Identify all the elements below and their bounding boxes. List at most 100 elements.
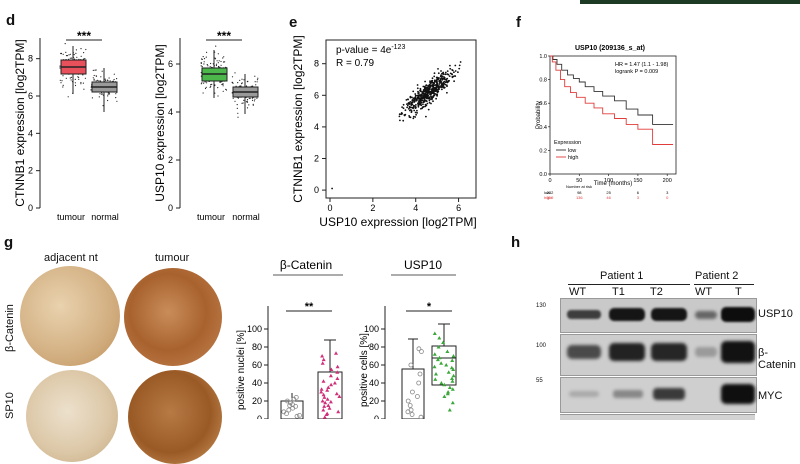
data-point xyxy=(415,106,417,109)
data-point xyxy=(92,77,94,79)
data-point xyxy=(398,113,401,116)
data-point xyxy=(444,83,447,86)
data-point xyxy=(251,99,254,101)
data-point xyxy=(405,398,411,404)
panel-letter-e: e xyxy=(289,14,298,31)
panel-letter-g: g xyxy=(4,234,14,251)
data-point xyxy=(410,106,412,109)
data-point xyxy=(243,99,245,101)
data-point xyxy=(416,84,419,86)
data-point xyxy=(404,113,407,116)
data-point xyxy=(321,408,326,412)
km-ylabel: Probability xyxy=(536,101,542,129)
data-point xyxy=(428,101,431,104)
data-point xyxy=(454,70,457,72)
data-point xyxy=(425,90,427,93)
data-point xyxy=(416,112,418,114)
data-point xyxy=(431,90,433,93)
km-risk-low-label: low xyxy=(544,190,550,195)
data-point xyxy=(321,357,326,362)
data-point xyxy=(428,85,430,88)
data-point xyxy=(457,71,459,74)
blot-catenin xyxy=(560,334,757,376)
data-point xyxy=(93,78,95,80)
data-point xyxy=(428,87,431,89)
data-point xyxy=(104,78,106,80)
tick-label: 4 xyxy=(168,107,173,117)
data-point xyxy=(414,111,417,114)
data-point xyxy=(108,93,110,95)
data-point xyxy=(222,83,224,85)
tick-label: 2 xyxy=(28,166,33,176)
data-point xyxy=(432,352,437,356)
data-point xyxy=(334,391,339,396)
km-curve-high xyxy=(550,55,674,145)
data-point xyxy=(252,85,254,87)
data-point xyxy=(433,94,436,97)
scatter-points xyxy=(331,61,462,190)
panel-d: d 0 2 4 6 8 CTNNB1 expression [log2TPM] *** … xyxy=(0,0,260,230)
data-point xyxy=(80,55,82,57)
data-point xyxy=(417,103,420,105)
data-point xyxy=(321,392,326,397)
data-point xyxy=(432,92,434,94)
usp10-significance: *** xyxy=(217,29,231,43)
blot-bottom-edge xyxy=(560,414,755,420)
km-legend-high: high xyxy=(568,155,578,161)
tick-label: 1.0 xyxy=(539,54,547,60)
data-point xyxy=(437,88,440,91)
data-point xyxy=(447,79,450,82)
ctnnb1-cat-normal: normal xyxy=(91,212,119,222)
data-point xyxy=(98,80,100,82)
data-point xyxy=(284,411,289,417)
data-point xyxy=(431,79,434,82)
bc-significance: ** xyxy=(305,301,314,313)
data-point xyxy=(254,75,256,77)
data-point xyxy=(421,101,423,104)
data-point xyxy=(422,103,424,106)
data-point xyxy=(436,83,438,86)
risk-low-count: 98 xyxy=(577,190,582,195)
data-point xyxy=(70,79,72,81)
data-point xyxy=(334,351,338,355)
data-point xyxy=(216,60,218,62)
data-point xyxy=(442,382,447,387)
data-point xyxy=(320,399,325,403)
data-point xyxy=(433,79,436,82)
data-point xyxy=(441,340,446,344)
scatter-xlabel: USP10 expression [log2TPM] xyxy=(319,215,476,229)
tick-label: 100 xyxy=(247,324,262,334)
lane-wt2: WT xyxy=(695,286,713,298)
tick-label: 0.2 xyxy=(539,148,547,154)
data-point xyxy=(430,81,433,83)
usp10-boxplot: 0 2 4 6 USP10 expression [log2TPM] *** tumo… xyxy=(153,29,260,222)
data-point xyxy=(322,415,327,419)
data-point xyxy=(425,115,427,118)
data-point xyxy=(80,83,82,85)
data-point xyxy=(237,97,239,99)
tick-label: 0 xyxy=(548,178,551,184)
data-point xyxy=(206,64,208,66)
data-point xyxy=(253,100,255,102)
data-point xyxy=(407,108,410,110)
km-xlabel: Time (months) xyxy=(594,181,632,187)
data-point xyxy=(432,89,435,92)
data-point xyxy=(458,64,461,67)
data-point xyxy=(440,81,443,84)
data-point xyxy=(433,87,436,89)
data-point xyxy=(410,101,413,104)
data-point xyxy=(76,56,78,58)
data-point xyxy=(322,395,327,399)
data-point xyxy=(405,409,411,415)
bc-title: β-Catenin xyxy=(280,258,332,272)
data-point xyxy=(451,69,453,71)
data-point xyxy=(99,93,101,95)
data-point xyxy=(413,105,416,107)
data-point xyxy=(444,71,447,74)
data-point xyxy=(432,364,437,369)
km-hr: HR = 1.47 (1.1 - 1.98) xyxy=(615,62,669,68)
data-point xyxy=(84,58,86,60)
data-point xyxy=(69,53,71,55)
marker-130: 130 xyxy=(536,303,547,309)
tick-label: 2 xyxy=(168,155,173,165)
